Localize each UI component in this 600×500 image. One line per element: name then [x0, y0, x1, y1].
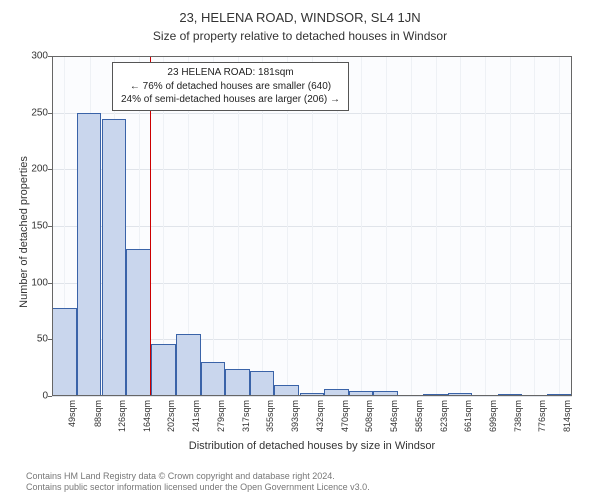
x-tick-label: 585sqm — [414, 400, 424, 432]
x-tick-label: 241sqm — [191, 400, 201, 432]
page-subtitle: Size of property relative to detached ho… — [0, 25, 600, 43]
x-tick-label: 699sqm — [488, 400, 498, 432]
y-tick-label: 200 — [8, 164, 48, 175]
grid-line-vertical — [510, 56, 511, 396]
annotation-box: 23 HELENA ROAD: 181sqm← 76% of detached … — [112, 62, 349, 111]
x-tick-label: 814sqm — [562, 400, 572, 432]
footer-line-2: Contains public sector information licen… — [26, 482, 370, 494]
x-tick-label: 432sqm — [315, 400, 325, 432]
grid-line-horizontal — [52, 396, 572, 397]
grid-line-vertical — [534, 56, 535, 396]
histogram-bar — [324, 389, 349, 396]
grid-line-vertical — [411, 56, 412, 396]
annotation-line-2: ← 76% of detached houses are smaller (64… — [121, 80, 340, 94]
histogram-bar — [52, 308, 77, 396]
x-tick-label: 738sqm — [513, 400, 523, 432]
histogram-bar — [448, 393, 473, 396]
grid-line-vertical — [361, 56, 362, 396]
x-tick-label: 355sqm — [265, 400, 275, 432]
histogram-bar — [151, 344, 176, 396]
x-tick-label: 470sqm — [340, 400, 350, 432]
x-tick-label: 546sqm — [389, 400, 399, 432]
x-tick-label: 508sqm — [364, 400, 374, 432]
y-tick-label: 0 — [8, 391, 48, 402]
grid-line-vertical — [559, 56, 560, 396]
histogram-bar — [250, 371, 275, 396]
histogram-bar — [547, 394, 572, 396]
histogram-bar — [498, 394, 523, 396]
chart-plot-area: 23 HELENA ROAD: 181sqm← 76% of detached … — [52, 56, 572, 396]
histogram-bar — [201, 362, 226, 396]
y-tick-label: 150 — [8, 221, 48, 232]
x-tick-label: 393sqm — [290, 400, 300, 432]
histogram-bar — [77, 113, 102, 396]
histogram-bar — [176, 334, 201, 396]
histogram-bar — [349, 391, 374, 396]
x-tick-label: 279sqm — [216, 400, 226, 432]
annotation-line-1: 23 HELENA ROAD: 181sqm — [121, 66, 340, 80]
histogram-bar — [423, 394, 448, 396]
y-tick-label: 50 — [8, 334, 48, 345]
y-tick-mark — [48, 56, 52, 57]
footer-attribution: Contains HM Land Registry data © Crown c… — [26, 471, 370, 494]
y-tick-label: 300 — [8, 51, 48, 62]
histogram-bar — [373, 391, 398, 396]
x-axis-label: Distribution of detached houses by size … — [52, 440, 572, 452]
y-tick-mark — [48, 113, 52, 114]
x-tick-label: 164sqm — [142, 400, 152, 432]
x-tick-label: 88sqm — [93, 400, 103, 427]
histogram-bar — [225, 369, 250, 396]
histogram-bar — [102, 119, 127, 396]
y-tick-mark — [48, 396, 52, 397]
x-tick-label: 317sqm — [241, 400, 251, 432]
y-tick-label: 100 — [8, 277, 48, 288]
grid-line-vertical — [485, 56, 486, 396]
y-tick-mark — [48, 226, 52, 227]
footer-line-1: Contains HM Land Registry data © Crown c… — [26, 471, 370, 483]
annotation-line-3: 24% of semi-detached houses are larger (… — [121, 93, 340, 107]
x-tick-label: 623sqm — [439, 400, 449, 432]
x-tick-label: 661sqm — [463, 400, 473, 432]
histogram-bar — [300, 393, 325, 396]
y-tick-mark — [48, 339, 52, 340]
grid-line-vertical — [460, 56, 461, 396]
histogram-bar — [274, 385, 299, 396]
y-tick-mark — [48, 169, 52, 170]
grid-line-vertical — [386, 56, 387, 396]
grid-line-vertical — [436, 56, 437, 396]
page-title: 23, HELENA ROAD, WINDSOR, SL4 1JN — [0, 0, 600, 25]
y-tick-label: 250 — [8, 107, 48, 118]
x-tick-label: 49sqm — [67, 400, 77, 427]
x-tick-label: 202sqm — [166, 400, 176, 432]
y-tick-mark — [48, 283, 52, 284]
x-tick-label: 126sqm — [117, 400, 127, 432]
histogram-bar — [126, 249, 151, 396]
x-tick-label: 776sqm — [537, 400, 547, 432]
